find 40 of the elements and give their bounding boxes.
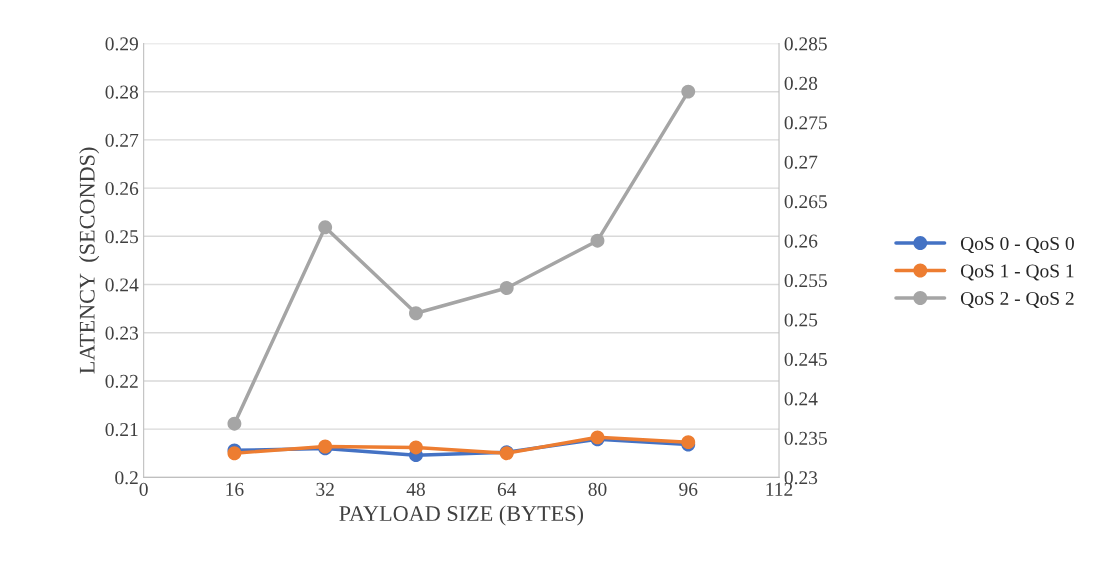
point (409, 306, 423, 321)
y2-tick-label: 0.26 (784, 234, 818, 248)
x-tick-label: 32 (316, 482, 334, 496)
y-tick-label: 0.28 (105, 85, 139, 99)
y-tick-label: 0.23 (105, 326, 139, 340)
point (227, 416, 242, 431)
legend-label: QoS 0 - QoS 0 (960, 236, 1074, 254)
y-tick-label: 0.25 (105, 230, 139, 244)
y2-tick-label: 0.28 (784, 76, 818, 90)
x-tick-label: 96 (679, 482, 698, 496)
x-tick-label: 16 (226, 482, 244, 496)
point (318, 220, 333, 235)
x-tick-label: 64 (497, 482, 517, 496)
y-tick-label: 0.26 (105, 181, 139, 196)
y2-tick-label: 0.285 (784, 37, 827, 51)
point (681, 84, 696, 99)
x-tick-label: 48 (406, 482, 425, 496)
y2-tick-label: 0.235 (784, 431, 827, 445)
legend-label: QoS 1 - QoS 1 (960, 264, 1074, 281)
point (590, 233, 605, 248)
legend-label: QoS 2 - QoS 2 (960, 291, 1074, 308)
x-tick-label: 80 (588, 482, 607, 496)
y-tick-label: 0.27 (105, 133, 139, 147)
y-axis-title: LATENCY (SECONDS) (79, 147, 100, 374)
y-tick-label: 0.29 (105, 37, 138, 51)
x-axis-title: PAYLOAD SIZE (BYTES) (339, 505, 584, 526)
x-tick-label: 0 (139, 482, 148, 496)
y2-tick-label: 0.27 (784, 155, 818, 169)
y2-tick-label: 0.275 (784, 116, 827, 130)
y2-tick-label: 0.255 (784, 273, 827, 288)
y2-tick-label: 0.245 (784, 352, 827, 367)
y-tick-label: 0.24 (105, 278, 139, 292)
y2-tick-label: 0.24 (784, 392, 818, 406)
point (409, 440, 423, 455)
y2-tick-label: 0.265 (784, 195, 827, 209)
y-tick-label: 0.22 (105, 374, 138, 388)
point (499, 281, 514, 295)
y-tick-label: 0.2 (115, 471, 138, 485)
y-tick-label: 0.21 (105, 422, 138, 437)
y2-tick-label: 0.25 (784, 313, 818, 327)
